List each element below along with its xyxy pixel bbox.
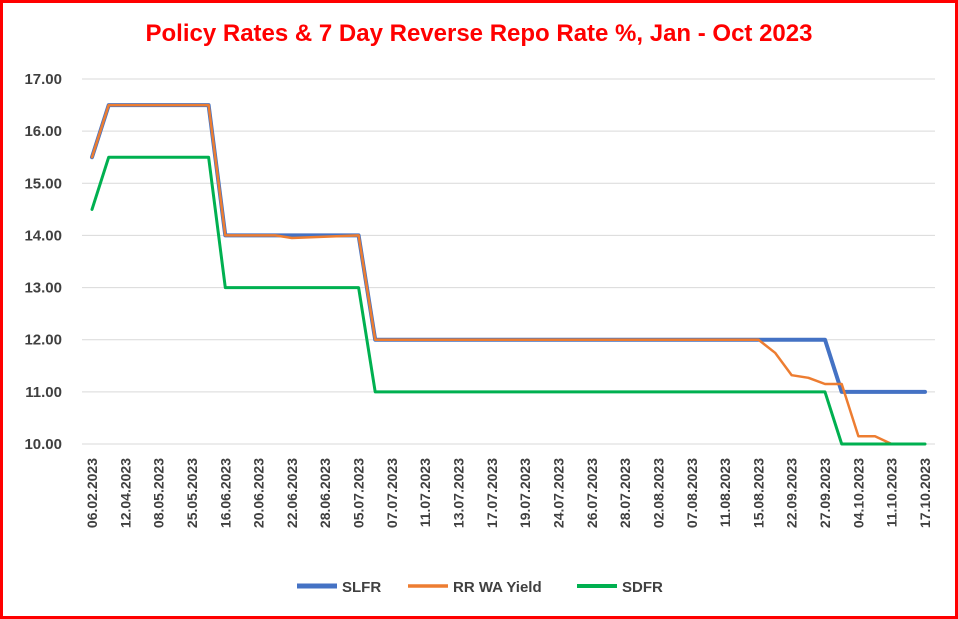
x-tick-label: 27.09.2023 xyxy=(817,458,833,528)
x-tick-label: 07.07.2023 xyxy=(384,458,400,528)
x-tick-label: 12.04.2023 xyxy=(117,458,133,528)
x-tick-label: 17.07.2023 xyxy=(484,458,500,528)
x-tick-label: 04.10.2023 xyxy=(850,458,866,528)
legend: SLFR RR WA Yield SDFR xyxy=(297,579,663,596)
x-tick-label: 13.07.2023 xyxy=(451,458,467,528)
legend-label: SDFR xyxy=(622,579,663,596)
y-axis-tick-labels: 17.00 16.00 15.00 14.00 13.00 12.00 11.00 10.00 xyxy=(24,71,62,453)
legend-label: RR WA Yield xyxy=(453,579,542,596)
x-tick-label: 19.07.2023 xyxy=(517,458,533,528)
y-tick-label: 14.00 xyxy=(24,227,62,244)
gridlines xyxy=(82,78,935,445)
y-tick-label: 13.00 xyxy=(24,280,62,297)
x-tick-label: 25.05.2023 xyxy=(184,458,200,528)
y-tick-label: 17.00 xyxy=(24,71,62,88)
x-tick-label: 26.07.2023 xyxy=(584,458,600,528)
y-tick-label: 16.00 xyxy=(24,123,62,140)
x-tick-label: 16.06.2023 xyxy=(217,458,233,528)
x-tick-label: 11.07.2023 xyxy=(417,458,433,528)
series-line-rr-wa-yield xyxy=(90,103,927,446)
x-tick-label: 06.02.2023 xyxy=(84,458,100,528)
x-axis-tick-labels: 06.02.2023 12.04.2023 08.05.2023 25.05.2023… xyxy=(84,458,933,528)
x-tick-label: 22.09.2023 xyxy=(784,458,800,528)
chart-title: Policy Rates & 7 Day Reverse Repo Rate %… xyxy=(145,20,813,47)
x-tick-label: 11.10.2023 xyxy=(884,458,900,528)
x-tick-label: 20.06.2023 xyxy=(251,458,267,528)
series-line-sdfr xyxy=(90,155,927,446)
x-tick-label: 05.07.2023 xyxy=(351,458,367,528)
x-tick-label: 24.07.2023 xyxy=(550,458,566,528)
series-lines xyxy=(90,103,927,446)
x-tick-label: 02.08.2023 xyxy=(650,458,666,528)
x-tick-label: 07.08.2023 xyxy=(684,458,700,528)
legend-label: SLFR xyxy=(342,579,381,596)
y-tick-label: 10.00 xyxy=(24,436,62,453)
x-tick-label: 28.06.2023 xyxy=(317,458,333,528)
x-tick-label: 15.08.2023 xyxy=(750,458,766,528)
y-tick-label: 15.00 xyxy=(24,175,62,192)
series-line-slfr xyxy=(90,103,927,394)
x-tick-label: 22.06.2023 xyxy=(284,458,300,528)
y-tick-label: 12.00 xyxy=(24,332,62,349)
y-tick-label: 11.00 xyxy=(25,384,62,401)
x-tick-label: 28.07.2023 xyxy=(617,458,633,528)
x-tick-label: 17.10.2023 xyxy=(917,458,933,528)
x-tick-label: 11.08.2023 xyxy=(717,458,733,528)
x-tick-label: 08.05.2023 xyxy=(151,458,167,528)
